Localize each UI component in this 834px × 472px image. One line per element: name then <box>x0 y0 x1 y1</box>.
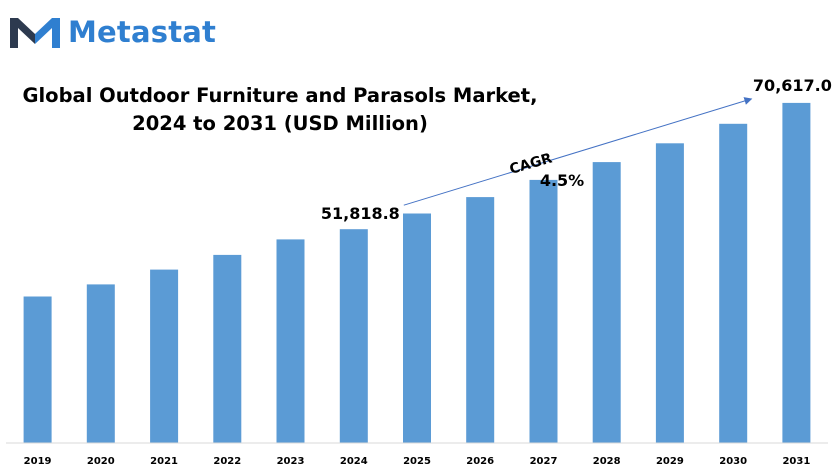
cagr-annotation: CAGR 4.5% <box>403 97 753 206</box>
bar-2028 <box>592 162 621 443</box>
data-label-2024: 51,818.8 <box>321 204 400 223</box>
brand-name: Metastat <box>68 15 217 49</box>
x-tick-label-2026: 2026 <box>466 456 494 467</box>
bar-2026 <box>466 197 495 443</box>
chart-title-line-1: Global Outdoor Furniture and Parasols Ma… <box>22 84 538 107</box>
m-logo-icon <box>10 18 60 48</box>
cagr-arrow <box>403 97 753 206</box>
x-tick-label-2019: 2019 <box>24 456 52 467</box>
x-tick-label-2025: 2025 <box>403 456 431 467</box>
bar-2030 <box>719 123 748 444</box>
bar-2022 <box>213 254 242 443</box>
x-tick-labels: 2019 2020 2021 2022 2023 2024 2025 2026 2027 2028… <box>24 456 811 467</box>
x-tick-label-2021: 2021 <box>150 456 178 467</box>
chart-title-line-2: 2024 to 2031 (USD Million) <box>132 112 428 135</box>
bar-2029 <box>655 143 684 444</box>
x-tick-label-2023: 2023 <box>277 456 305 467</box>
brand-logo: Metastat <box>8 12 216 52</box>
bar-2027 <box>529 179 558 443</box>
x-tick-label-2022: 2022 <box>213 456 241 467</box>
bar-2024 <box>339 229 368 443</box>
data-label-2031: 70,617.0 <box>753 76 832 95</box>
x-tick-label-2031: 2031 <box>782 456 810 467</box>
x-tick-label-2028: 2028 <box>593 456 621 467</box>
bar-2031 <box>782 102 811 444</box>
bars-layer <box>23 102 811 444</box>
x-tick-label-2029: 2029 <box>656 456 684 467</box>
bar-2023 <box>276 239 305 443</box>
bar-2025 <box>403 213 431 443</box>
x-tick-label-2030: 2030 <box>719 456 747 467</box>
bar-2021 <box>150 269 179 443</box>
bar-2020 <box>86 284 115 443</box>
x-tick-label-2027: 2027 <box>530 456 558 467</box>
data-labels: 51,818.8 70,617.0 <box>321 76 832 223</box>
chart-title: Global Outdoor Furniture and Parasols Ma… <box>20 82 540 138</box>
x-tick-label-2024: 2024 <box>340 456 368 467</box>
cagr-value: 4.5% <box>540 171 584 190</box>
bar-2019 <box>23 296 52 443</box>
x-tick-label-2020: 2020 <box>87 456 115 467</box>
